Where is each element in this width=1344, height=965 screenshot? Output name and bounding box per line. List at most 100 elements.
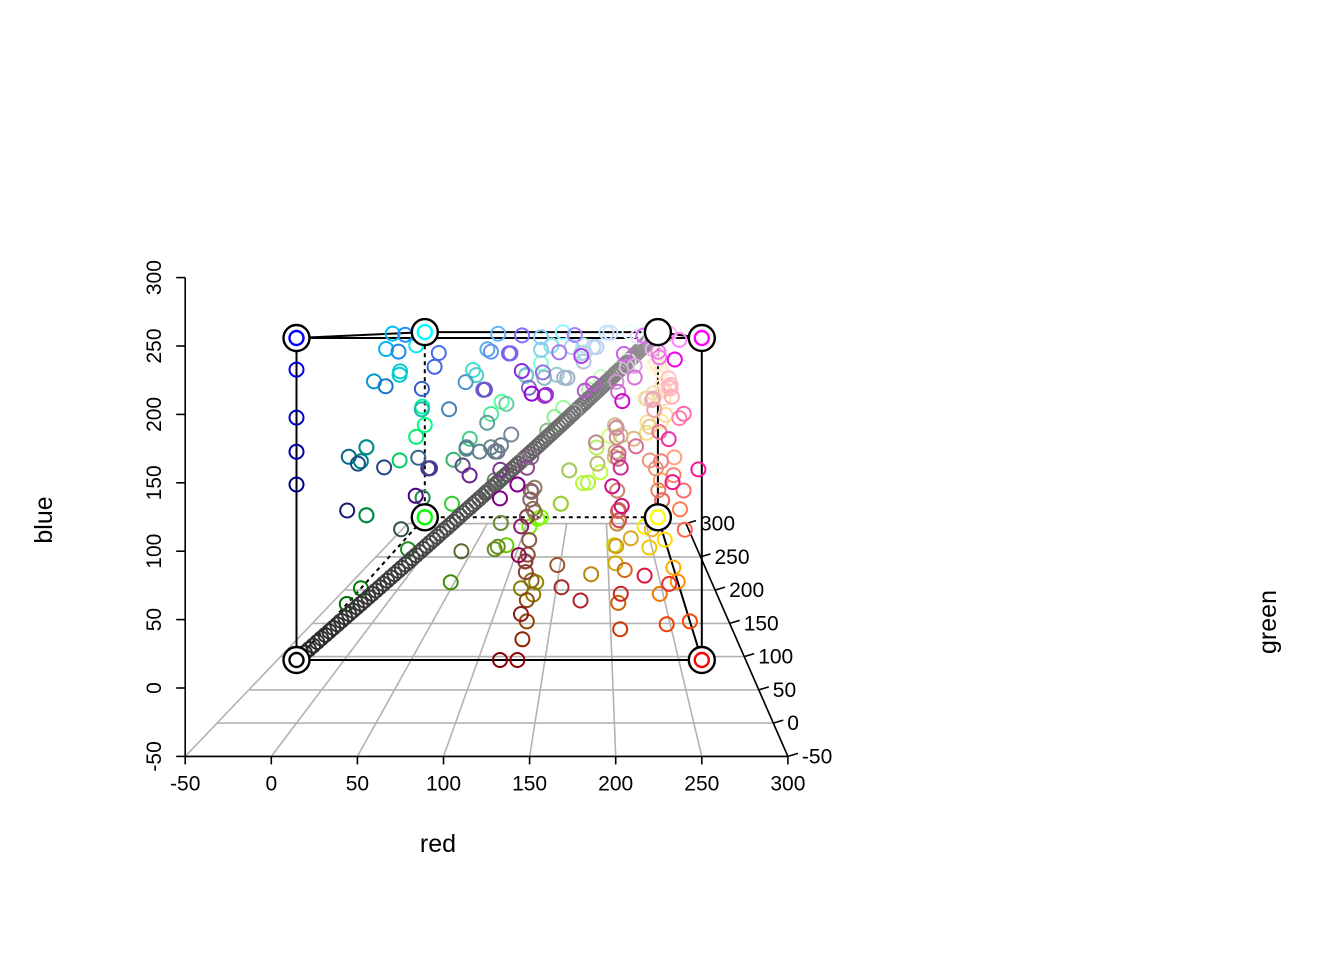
data-point	[612, 459, 629, 476]
data-point	[410, 449, 427, 466]
data-point	[444, 495, 460, 512]
corner-marker-black	[282, 645, 311, 675]
data-point	[517, 564, 534, 581]
corner-marker-cyan	[410, 317, 439, 347]
data-point	[519, 459, 535, 476]
data-point	[533, 329, 550, 346]
data-point	[533, 341, 550, 358]
data-point	[610, 383, 627, 400]
data-point	[340, 448, 357, 465]
data-point	[475, 381, 492, 398]
data-point	[626, 369, 643, 386]
data-point	[622, 530, 639, 547]
data-point	[608, 373, 625, 390]
data-point	[681, 613, 698, 630]
data-point	[580, 474, 596, 491]
tick-label: 0	[787, 712, 799, 735]
data-point	[675, 405, 692, 422]
data-point	[662, 376, 679, 393]
data-point	[610, 594, 627, 611]
data-point	[664, 474, 681, 491]
data-point	[604, 478, 621, 495]
corner-point-yellow	[649, 509, 667, 526]
tick-label: 200	[729, 579, 764, 602]
data-point	[518, 592, 535, 609]
data-point	[521, 532, 538, 548]
corner-point-red	[693, 651, 710, 669]
data-point	[501, 345, 517, 362]
tick-label: 50	[773, 679, 796, 702]
data-point	[626, 357, 643, 374]
data-point	[608, 429, 625, 446]
data-point	[288, 409, 305, 426]
data-point	[441, 401, 458, 418]
corner-marker-blue	[282, 323, 311, 353]
data-point	[561, 462, 578, 479]
floor-grid	[184, 522, 789, 758]
data-point	[645, 390, 662, 407]
data-point	[554, 324, 571, 341]
data-point	[612, 585, 629, 602]
data-point	[519, 546, 536, 563]
data-point	[583, 566, 600, 583]
data-point	[391, 452, 408, 469]
data-point	[665, 559, 682, 576]
z-axis-title: blue	[30, 496, 58, 543]
data-point	[661, 575, 678, 592]
tick-label: 50	[143, 608, 166, 631]
data-point	[513, 518, 530, 535]
data-point	[572, 592, 589, 609]
data-point	[514, 327, 531, 344]
data-point	[643, 392, 660, 409]
data-points	[288, 324, 707, 668]
data-point	[503, 426, 520, 443]
data-point	[479, 414, 496, 431]
cube-corner-markers	[282, 317, 716, 675]
data-point	[523, 449, 540, 466]
tick-label: -50	[802, 745, 832, 768]
axis-lines	[176, 276, 799, 765]
corner-marker-green	[410, 503, 439, 532]
corner-point-black	[288, 651, 305, 669]
data-point	[461, 430, 478, 447]
data-point	[408, 428, 425, 445]
data-point	[509, 652, 526, 668]
corner-point-magenta	[693, 329, 710, 347]
data-point	[391, 366, 408, 383]
data-point	[588, 434, 605, 451]
data-point	[672, 501, 688, 518]
data-point	[608, 419, 625, 436]
data-point	[650, 482, 667, 499]
data-point	[588, 439, 605, 456]
data-point	[607, 555, 624, 572]
data-point	[513, 363, 530, 379]
data-point	[492, 490, 508, 507]
data-point	[522, 491, 539, 508]
tick-label: 0	[143, 682, 166, 694]
data-point	[384, 325, 401, 342]
data-point	[498, 395, 515, 412]
tick-label: 100	[143, 534, 166, 569]
data-point	[609, 482, 626, 499]
tick-label: 250	[715, 546, 750, 569]
data-point	[483, 406, 500, 422]
data-point	[666, 351, 683, 368]
data-point	[575, 475, 591, 492]
data-point	[613, 498, 630, 514]
data-point	[636, 567, 653, 584]
grid-line	[645, 523, 703, 757]
data-point	[288, 476, 305, 493]
cube-edge	[296, 331, 425, 339]
y-axis-line	[685, 523, 789, 757]
data-point	[442, 574, 459, 591]
data-point	[509, 476, 526, 493]
data-point	[376, 459, 393, 476]
data-point	[413, 401, 430, 418]
tick-label: 150	[143, 465, 166, 500]
data-point	[671, 331, 688, 348]
data-point	[610, 502, 627, 519]
data-point	[453, 543, 470, 560]
data-point	[483, 343, 499, 360]
data-point	[358, 507, 375, 524]
